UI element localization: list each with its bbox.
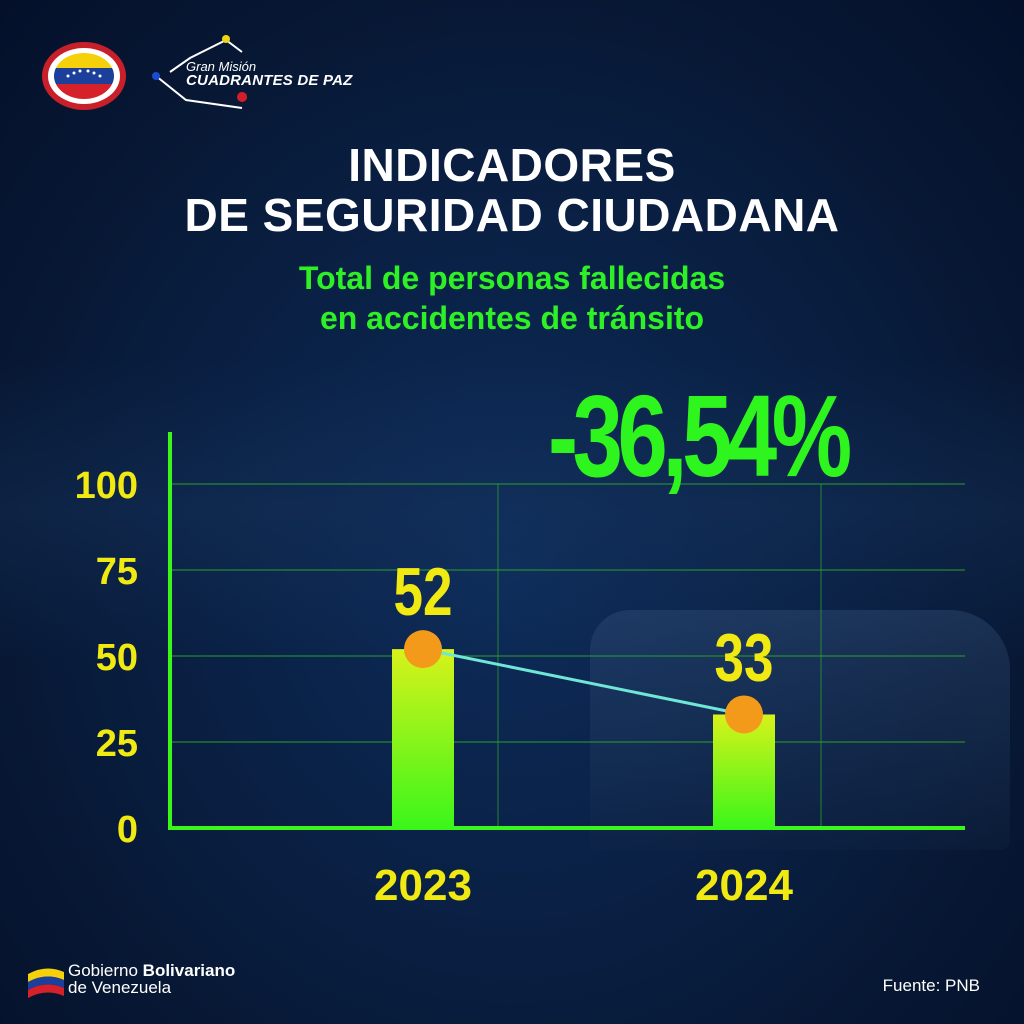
gov-line1-b: Bolivariano <box>142 961 236 980</box>
x-tick-label: 2023 <box>374 861 472 910</box>
percent-change-label: -36,54% <box>548 371 852 501</box>
source-label: Fuente: PNB <box>882 976 980 995</box>
trend-line <box>422 647 745 716</box>
venezuela-flag-icon <box>28 968 64 998</box>
data-marker <box>725 695 763 734</box>
background-vehicle <box>590 610 1010 850</box>
subtitle-line2: en accidentes de tránsito <box>319 300 705 336</box>
y-tick-label: 100 <box>75 465 138 507</box>
subtitle-line1: Total de personas fallecidas <box>298 260 726 296</box>
y-tick-label: 75 <box>96 551 138 593</box>
mision-line1: Gran Misión <box>186 59 257 74</box>
gov-line1-a: Gobierno <box>68 961 143 980</box>
page-title: INDICADORES DE SEGURIDAD CIUDADANA <box>0 140 1024 240</box>
mision-text: Gran Misión CUADRANTES DE PAZ <box>186 60 352 88</box>
gov-line2: de Venezuela <box>68 978 172 997</box>
cuadrantes-de-paz-logo <box>152 35 248 116</box>
chart-subtitle: Total de personas fallecidas en accident… <box>0 258 1024 338</box>
x-tick-label: 2024 <box>695 861 793 910</box>
data-marker <box>404 630 442 669</box>
bar-2023 <box>392 649 454 828</box>
government-logo-text: Gobierno Bolivariano de Venezuela <box>68 962 235 996</box>
data-label: 33 <box>715 619 774 695</box>
data-label: 52 <box>394 554 453 630</box>
title-line1: INDICADORES <box>348 139 676 191</box>
title-line2: DE SEGURIDAD CIUDADANA <box>184 189 840 241</box>
y-tick-label: 50 <box>96 637 138 679</box>
y-tick-label: 25 <box>96 723 138 765</box>
ministry-seal-icon <box>42 42 126 110</box>
y-tick-label: 0 <box>117 809 138 851</box>
mision-line2: CUADRANTES DE PAZ <box>186 72 353 89</box>
